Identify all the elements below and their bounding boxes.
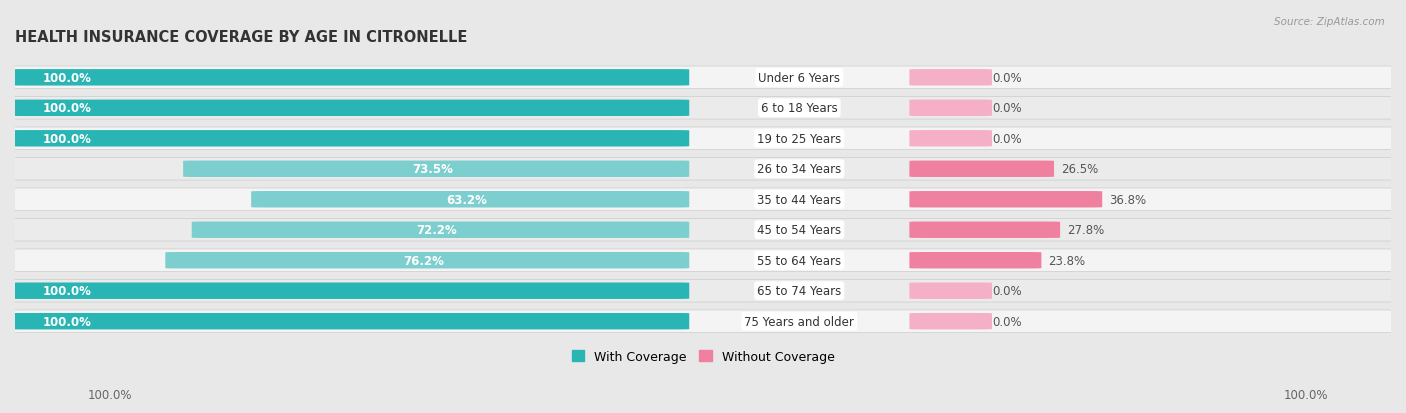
FancyBboxPatch shape — [910, 222, 1060, 238]
FancyBboxPatch shape — [8, 70, 689, 86]
FancyBboxPatch shape — [1, 219, 1405, 242]
FancyBboxPatch shape — [8, 313, 689, 330]
FancyBboxPatch shape — [1, 188, 1405, 211]
Text: Source: ZipAtlas.com: Source: ZipAtlas.com — [1274, 17, 1385, 26]
Text: 6 to 18 Years: 6 to 18 Years — [761, 102, 838, 115]
Text: 26 to 34 Years: 26 to 34 Years — [758, 163, 841, 176]
Text: 100.0%: 100.0% — [42, 315, 91, 328]
Text: 100.0%: 100.0% — [1284, 388, 1329, 401]
Text: 76.2%: 76.2% — [404, 254, 444, 267]
FancyBboxPatch shape — [910, 313, 993, 330]
Text: 45 to 54 Years: 45 to 54 Years — [758, 224, 841, 237]
FancyBboxPatch shape — [910, 252, 1042, 269]
FancyBboxPatch shape — [910, 100, 993, 117]
Text: 0.0%: 0.0% — [993, 133, 1022, 145]
FancyBboxPatch shape — [1, 67, 1405, 89]
Text: 0.0%: 0.0% — [993, 71, 1022, 85]
FancyBboxPatch shape — [183, 161, 689, 178]
FancyBboxPatch shape — [1, 128, 1405, 150]
FancyBboxPatch shape — [1, 249, 1405, 272]
FancyBboxPatch shape — [910, 283, 993, 299]
FancyBboxPatch shape — [1, 310, 1405, 333]
Text: 65 to 74 Years: 65 to 74 Years — [758, 285, 841, 297]
Text: 36.8%: 36.8% — [1109, 193, 1146, 206]
Text: 26.5%: 26.5% — [1062, 163, 1098, 176]
FancyBboxPatch shape — [8, 131, 689, 147]
Text: 100.0%: 100.0% — [42, 102, 91, 115]
Text: 100.0%: 100.0% — [42, 71, 91, 85]
FancyBboxPatch shape — [8, 100, 689, 117]
Text: HEALTH INSURANCE COVERAGE BY AGE IN CITRONELLE: HEALTH INSURANCE COVERAGE BY AGE IN CITR… — [15, 30, 467, 45]
Text: 19 to 25 Years: 19 to 25 Years — [758, 133, 841, 145]
Text: 23.8%: 23.8% — [1049, 254, 1085, 267]
Text: 35 to 44 Years: 35 to 44 Years — [758, 193, 841, 206]
FancyBboxPatch shape — [1, 158, 1405, 180]
FancyBboxPatch shape — [166, 252, 689, 269]
FancyBboxPatch shape — [191, 222, 689, 238]
FancyBboxPatch shape — [1, 97, 1405, 120]
Text: 100.0%: 100.0% — [87, 388, 132, 401]
Text: 63.2%: 63.2% — [446, 193, 488, 206]
FancyBboxPatch shape — [910, 70, 993, 86]
FancyBboxPatch shape — [1, 280, 1405, 302]
Text: 100.0%: 100.0% — [42, 285, 91, 297]
FancyBboxPatch shape — [910, 192, 1102, 208]
FancyBboxPatch shape — [910, 131, 993, 147]
FancyBboxPatch shape — [252, 192, 689, 208]
Text: 100.0%: 100.0% — [42, 133, 91, 145]
Text: 73.5%: 73.5% — [412, 163, 453, 176]
Text: 75 Years and older: 75 Years and older — [744, 315, 855, 328]
Text: 27.8%: 27.8% — [1067, 224, 1104, 237]
Text: 0.0%: 0.0% — [993, 285, 1022, 297]
Legend: With Coverage, Without Coverage: With Coverage, Without Coverage — [567, 345, 839, 368]
Text: 0.0%: 0.0% — [993, 315, 1022, 328]
Text: 72.2%: 72.2% — [416, 224, 457, 237]
Text: 0.0%: 0.0% — [993, 102, 1022, 115]
Text: 55 to 64 Years: 55 to 64 Years — [758, 254, 841, 267]
Text: Under 6 Years: Under 6 Years — [758, 71, 841, 85]
FancyBboxPatch shape — [8, 283, 689, 299]
FancyBboxPatch shape — [910, 161, 1054, 178]
